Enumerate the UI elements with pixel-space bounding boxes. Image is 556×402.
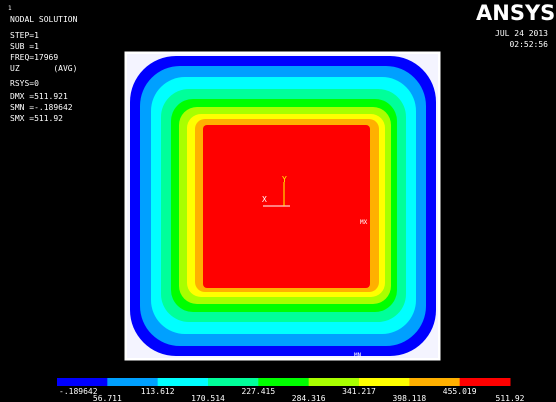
legend-swatch [157,378,209,386]
logo: ANSYS [476,1,555,25]
legend-label: 341.217 [342,387,376,396]
legend-label: 227.415 [241,387,275,396]
legend-label: -.189642 [59,387,98,396]
window-number: 1 [8,5,12,12]
header-line: SMX =511.92 [10,114,63,123]
header-line: UZ (AVG) [10,64,77,73]
legend-label: 398.118 [392,394,426,402]
legend-label: 56.711 [93,394,122,402]
axis-y-label: Y [282,175,287,184]
header-line: DMX =511.921 [10,92,68,101]
min-label: MN [354,352,362,359]
header-line: STEP=1 [10,31,39,40]
header-line: SMN =-.189642 [10,103,73,112]
legend-swatch [359,378,410,386]
legend-label: 455.019 [443,387,477,396]
header-line: FREQ=17969 [10,53,58,62]
max-label: MX [360,219,368,226]
time: 02:52:56 [509,40,548,49]
header-line: RSYS=0 [10,79,39,88]
legend-swatch [208,378,259,386]
legend-label: 170.514 [191,394,225,402]
axis-x-label: X [262,195,267,204]
legend-label: 284.316 [292,394,326,402]
legend-label: 511.92 [496,394,525,402]
legend-label: 113.612 [141,387,175,396]
header-title: NODAL SOLUTION [10,15,78,24]
legend-swatch [107,378,159,386]
legend-swatch [57,378,108,386]
legend-swatch [308,378,360,386]
legend-swatch [459,378,511,386]
date: JUL 24 2013 [495,29,548,38]
legend-swatch [409,378,461,386]
header-line: SUB =1 [10,42,39,51]
legend-swatch [258,378,310,386]
